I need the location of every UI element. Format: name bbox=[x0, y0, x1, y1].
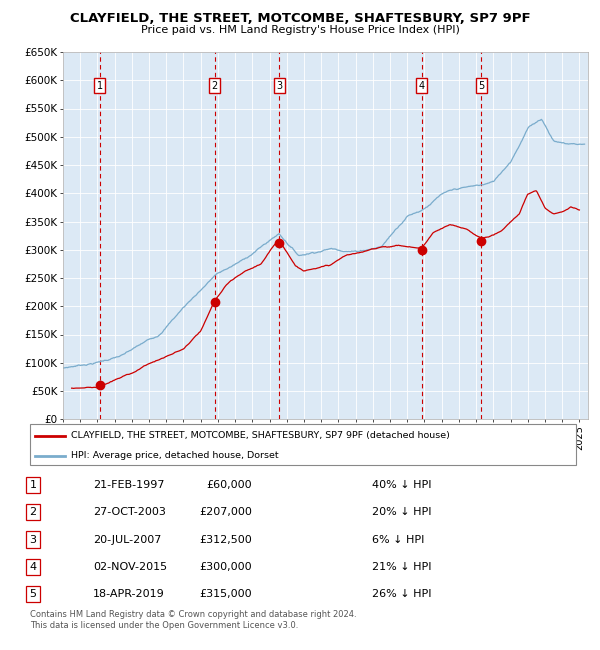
Text: 6% ↓ HPI: 6% ↓ HPI bbox=[372, 534, 424, 545]
FancyBboxPatch shape bbox=[30, 424, 576, 465]
Text: 20-JUL-2007: 20-JUL-2007 bbox=[93, 534, 161, 545]
Text: 26% ↓ HPI: 26% ↓ HPI bbox=[372, 589, 431, 599]
Text: Price paid vs. HM Land Registry's House Price Index (HPI): Price paid vs. HM Land Registry's House … bbox=[140, 25, 460, 34]
Text: 27-OCT-2003: 27-OCT-2003 bbox=[93, 507, 166, 517]
Text: £315,000: £315,000 bbox=[199, 589, 252, 599]
Text: 3: 3 bbox=[276, 81, 282, 91]
Text: 5: 5 bbox=[29, 589, 37, 599]
Text: 1: 1 bbox=[97, 81, 103, 91]
Text: £60,000: £60,000 bbox=[206, 480, 252, 490]
Text: 18-APR-2019: 18-APR-2019 bbox=[93, 589, 165, 599]
Text: CLAYFIELD, THE STREET, MOTCOMBE, SHAFTESBURY, SP7 9PF (detached house): CLAYFIELD, THE STREET, MOTCOMBE, SHAFTES… bbox=[71, 431, 450, 440]
Text: 2: 2 bbox=[29, 507, 37, 517]
Text: 3: 3 bbox=[29, 534, 37, 545]
Text: CLAYFIELD, THE STREET, MOTCOMBE, SHAFTESBURY, SP7 9PF: CLAYFIELD, THE STREET, MOTCOMBE, SHAFTES… bbox=[70, 12, 530, 25]
Text: 2: 2 bbox=[212, 81, 218, 91]
Text: 1: 1 bbox=[29, 480, 37, 490]
Text: HPI: Average price, detached house, Dorset: HPI: Average price, detached house, Dors… bbox=[71, 451, 278, 460]
Text: 4: 4 bbox=[419, 81, 425, 91]
Text: £207,000: £207,000 bbox=[199, 507, 252, 517]
Text: This data is licensed under the Open Government Licence v3.0.: This data is licensed under the Open Gov… bbox=[30, 621, 298, 630]
Text: 02-NOV-2015: 02-NOV-2015 bbox=[93, 562, 167, 572]
Text: 4: 4 bbox=[29, 562, 37, 572]
Text: Contains HM Land Registry data © Crown copyright and database right 2024.: Contains HM Land Registry data © Crown c… bbox=[30, 610, 356, 619]
Text: £312,500: £312,500 bbox=[199, 534, 252, 545]
Text: 20% ↓ HPI: 20% ↓ HPI bbox=[372, 507, 431, 517]
Text: 40% ↓ HPI: 40% ↓ HPI bbox=[372, 480, 431, 490]
Text: 21% ↓ HPI: 21% ↓ HPI bbox=[372, 562, 431, 572]
Text: 5: 5 bbox=[478, 81, 484, 91]
Text: 21-FEB-1997: 21-FEB-1997 bbox=[93, 480, 164, 490]
Text: £300,000: £300,000 bbox=[199, 562, 252, 572]
